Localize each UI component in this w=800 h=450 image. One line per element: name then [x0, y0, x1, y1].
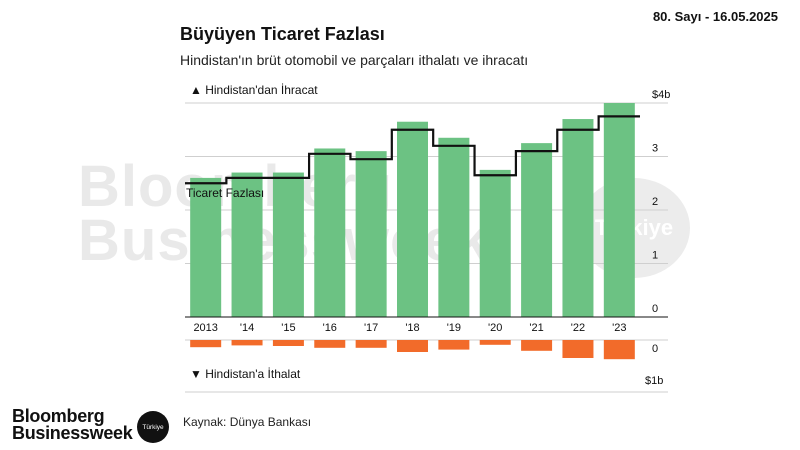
surplus-annotation: Ticaret Fazlası [186, 186, 264, 200]
y-tick-label-top: 2 [652, 196, 658, 208]
import-bar [231, 340, 263, 346]
import-bar [521, 340, 553, 351]
export-bar [355, 151, 387, 317]
x-tick-label: '16 [323, 322, 337, 334]
exports-axis-label: ▲ Hindistan'dan İhracat [190, 83, 318, 97]
x-tick-label: '22 [571, 322, 585, 334]
x-tick-label: '21 [529, 322, 543, 334]
y-tick-label-bottom: $1b [645, 375, 663, 387]
export-bar [603, 103, 635, 317]
export-bar [190, 177, 222, 317]
x-tick-label: '18 [405, 322, 419, 334]
chart-subtitle: Hindistan'ın brüt otomobil ve parçaları … [180, 52, 529, 68]
import-bar [355, 340, 387, 348]
surplus-step-line [185, 115, 640, 185]
x-tick-label: '23 [612, 322, 626, 334]
source-note: Kaynak: Dünya Bankası [183, 415, 312, 429]
y-tick-label-top: 3 [652, 143, 658, 155]
chart-title: Büyüyen Ticaret Fazlası [180, 24, 385, 44]
import-bar [479, 340, 511, 345]
import-bar [314, 340, 346, 348]
logo-line1: Bloomberg [12, 406, 105, 426]
x-tick-label: '14 [240, 322, 254, 334]
import-bar [562, 340, 594, 358]
x-tick-label: '20 [488, 322, 502, 334]
y-tick-label-top: 0 [652, 303, 658, 315]
y-tick-label-bottom: 0 [652, 343, 658, 355]
export-bar [397, 121, 428, 317]
y-tick-label-top: $4b [652, 89, 670, 101]
import-bar [397, 340, 428, 352]
export-bar [314, 148, 346, 317]
x-tick-label: 2013 [193, 322, 217, 334]
x-tick-label: '15 [281, 322, 295, 334]
x-tick-label: '17 [364, 322, 378, 334]
export-bar [438, 137, 470, 317]
export-bar [272, 172, 304, 317]
import-bar [438, 340, 470, 350]
export-bar [521, 143, 553, 317]
imports-axis-label: ▼ Hindistan'a İthalat [190, 367, 301, 381]
import-bar [190, 340, 222, 348]
export-bar [231, 172, 263, 317]
export-bar [562, 119, 594, 317]
import-bar [272, 340, 304, 346]
logo-line2: Businessweek [12, 423, 133, 443]
x-tick-label: '19 [447, 322, 461, 334]
y-tick-label-top: 1 [652, 250, 658, 262]
logo-badge: Türkiye [137, 411, 169, 443]
bloomberg-businessweek-logo: Bloomberg Businessweek [12, 406, 133, 443]
export-bar [479, 169, 511, 317]
issue-date: 80. Sayı - 16.05.2025 [652, 9, 778, 24]
import-bar [603, 340, 635, 360]
